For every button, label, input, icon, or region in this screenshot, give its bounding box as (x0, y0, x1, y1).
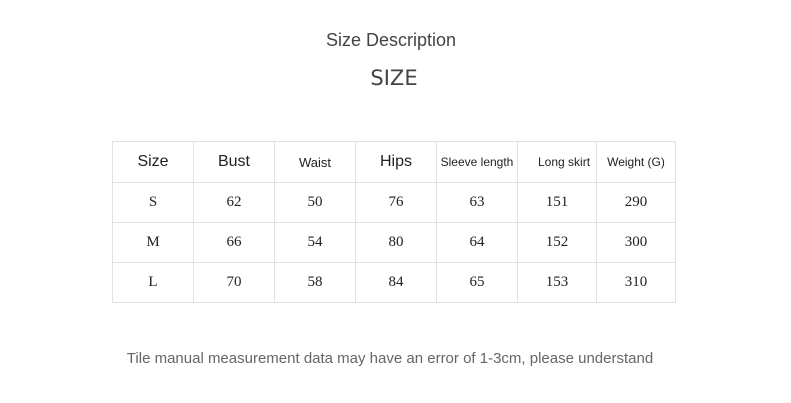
cell: M (112, 222, 194, 263)
header-sleeve-length: Sleeve length (436, 141, 518, 183)
cell: 66 (193, 222, 275, 263)
size-table: Size Bust Waist Hips Sleeve length Long … (112, 141, 676, 303)
page-subtitle: SIZE (370, 66, 418, 90)
cell: S (112, 182, 194, 223)
cell: 62 (193, 182, 275, 223)
cell: 50 (274, 182, 356, 223)
cell: 54 (274, 222, 356, 263)
cell: 65 (436, 262, 518, 303)
page-title: Size Description (325, 30, 457, 50)
cell: 300 (596, 222, 676, 263)
cell: 80 (355, 222, 437, 263)
table-row: M 66 54 80 64 152 300 (112, 222, 676, 263)
cell: 58 (274, 262, 356, 303)
table-row: L 70 58 84 65 153 310 (112, 262, 676, 303)
cell: 63 (436, 182, 518, 223)
table-row: S 62 50 76 63 151 290 (112, 182, 676, 223)
cell: L (112, 262, 194, 303)
cell: 290 (596, 182, 676, 223)
cell: 84 (355, 262, 437, 303)
header-hips: Hips (355, 141, 437, 183)
cell: 153 (517, 262, 597, 303)
cell: 64 (436, 222, 518, 263)
cell: 76 (355, 182, 437, 223)
header-bust: Bust (193, 141, 275, 183)
header-weight: Weight (G) (596, 141, 676, 183)
cell: 70 (193, 262, 275, 303)
cell: 152 (517, 222, 597, 263)
header-size: Size (112, 141, 194, 183)
cell: 151 (517, 182, 597, 223)
table-header-row: Size Bust Waist Hips Sleeve length Long … (112, 141, 676, 183)
cell: 310 (596, 262, 676, 303)
header-long-skirt: Long skirt (517, 141, 597, 183)
header-waist: Waist (274, 141, 356, 183)
measurement-note: Tile manual measurement data may have an… (126, 350, 654, 367)
